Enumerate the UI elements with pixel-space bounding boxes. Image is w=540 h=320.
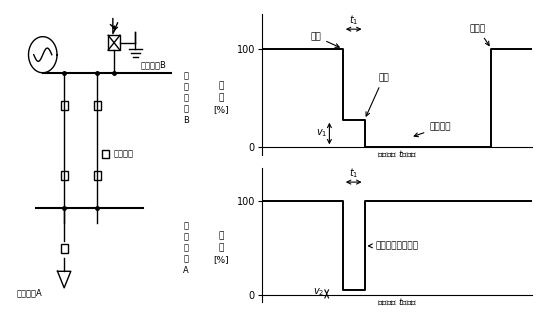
X-axis label: 継続時間 $t$［秒］: 継続時間 $t$［秒］ bbox=[377, 149, 417, 159]
Text: お
客
さ
ま
B: お 客 さ ま B bbox=[184, 71, 189, 125]
Bar bbox=[60, 171, 68, 180]
Bar bbox=[60, 101, 68, 110]
Bar bbox=[103, 150, 109, 158]
X-axis label: 継続時間 $t$［秒］: 継続時間 $t$［秒］ bbox=[377, 296, 417, 307]
Bar bbox=[94, 101, 101, 110]
Text: $v_1$: $v_1$ bbox=[316, 128, 327, 140]
Text: お
客
さ
ま
A: お 客 さ ま A bbox=[184, 221, 189, 275]
Text: 「停電」: 「停電」 bbox=[414, 123, 451, 137]
Text: 除去: 除去 bbox=[366, 73, 389, 116]
Bar bbox=[94, 171, 101, 180]
Text: 電
圧
[%]: 電 圧 [%] bbox=[214, 82, 229, 114]
Text: ：遮断器: ：遮断器 bbox=[114, 149, 134, 158]
Text: 発生: 発生 bbox=[310, 32, 339, 47]
Bar bbox=[60, 244, 68, 253]
Text: $t_1$: $t_1$ bbox=[349, 166, 359, 180]
Text: お客さまB: お客さまB bbox=[140, 60, 166, 69]
Text: 「瞬時電圧低下」: 「瞬時電圧低下」 bbox=[368, 241, 418, 250]
Text: 再送電: 再送電 bbox=[470, 24, 489, 45]
Bar bbox=[108, 35, 120, 50]
Text: $t_1$: $t_1$ bbox=[349, 13, 359, 27]
Text: 電
圧
[%]: 電 圧 [%] bbox=[214, 232, 229, 264]
Text: お客さまA: お客さまA bbox=[17, 288, 42, 297]
Text: $v_2$: $v_2$ bbox=[313, 287, 325, 299]
